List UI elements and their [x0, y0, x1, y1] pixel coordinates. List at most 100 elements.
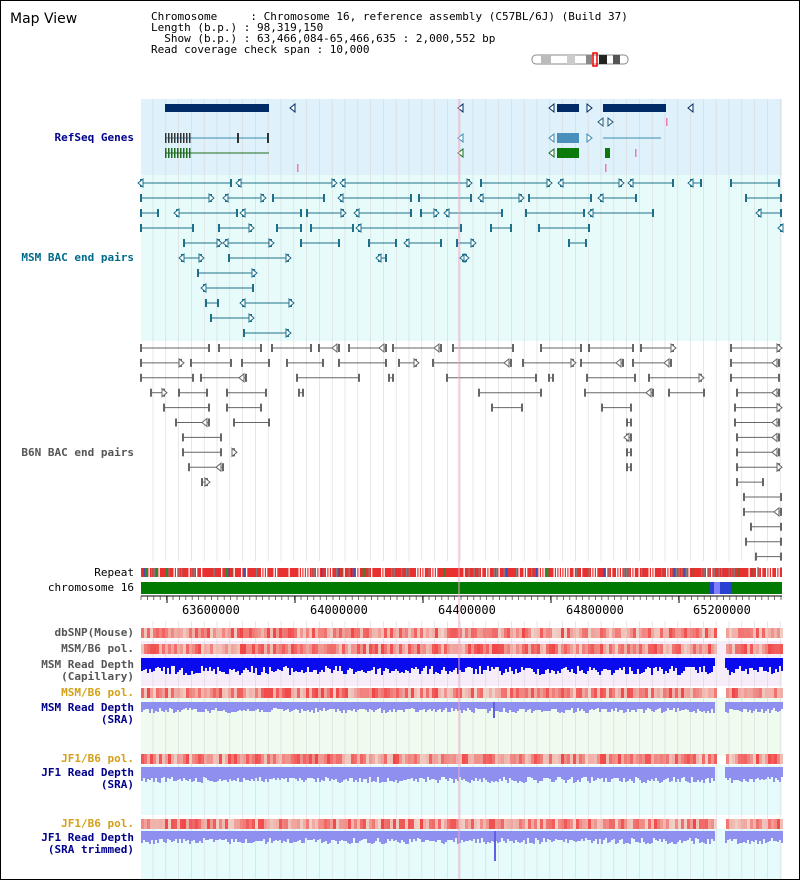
jf1-b6-pol-cell: [444, 754, 447, 764]
msm-cap-depth-bar: [601, 658, 603, 671]
msm-b6-pol-cell: [489, 688, 492, 698]
msm-b6-pol-cell: [279, 644, 282, 654]
msm-b6-pol-cell: [420, 644, 423, 654]
jf1-sra-depth-bar: [249, 767, 251, 781]
jf1-read-depth-sra-label[interactable]: JF1 Read Depth (SRA): [41, 766, 134, 791]
msm-bac-pair-end: [410, 194, 412, 202]
repeat-track[interactable]: [141, 568, 782, 577]
msm-cap-depth-bar: [445, 658, 447, 671]
jf1-b6-pol-label-1[interactable]: JF1/B6 pol.: [61, 752, 134, 765]
msm-b6-pol-cell: [747, 644, 750, 654]
b6n-bac-label[interactable]: B6N BAC end pairs: [21, 446, 134, 459]
jf1-b6-pol-cell: [684, 819, 687, 829]
msm-b6-pol-cell: [654, 688, 657, 698]
jf1-sra-depth-bar: [213, 767, 215, 782]
msm-sra-depth-bar: [767, 702, 769, 709]
msm-b6-pol-cell: [264, 688, 267, 698]
jf1-trim-depth-bar: [387, 831, 389, 839]
msm-sra-depth-bar: [337, 702, 339, 709]
msm-b6-pol-cell: [555, 644, 558, 654]
b6n-bac-arrow: [670, 342, 677, 354]
msm-cap-depth-bar: [547, 658, 549, 669]
jf1-trim-depth-bar: [347, 831, 349, 843]
repeat-element: [618, 568, 620, 577]
refseq-genes-track[interactable]: [165, 102, 694, 172]
msm-sra-depth-bar: [141, 702, 143, 712]
msm-b6-pol-label-2[interactable]: MSM/B6 pol.: [61, 686, 134, 699]
b6n-bac-track[interactable]: [140, 342, 783, 576]
jf1-trim-depth-bar: [431, 831, 433, 841]
jf1-trim-depth-bar: [763, 831, 765, 839]
jf1-b6-pol-cell: [729, 754, 732, 764]
jf1-trim-depth-bar: [345, 831, 347, 841]
msm-cap-depth-bar: [479, 658, 481, 666]
repeat-element: [443, 568, 445, 577]
msm-b6-pol-label-1[interactable]: MSM/B6 pol.: [61, 642, 134, 655]
msm-sra-depth-bar: [635, 702, 637, 712]
dbsnp-cell: [366, 628, 369, 638]
jf1-b6-pol-cell: [678, 819, 681, 829]
jf1-b6-pol-label-2[interactable]: JF1/B6 pol.: [61, 817, 134, 830]
msm-cap-depth-bar: [633, 658, 635, 674]
msm-b6-pol-cell: [573, 688, 576, 698]
dbsnp-cell: [237, 628, 240, 638]
msm-sra-depth-bar: [733, 702, 735, 710]
msm-sra-depth-bar: [757, 702, 759, 712]
msm-bac-track[interactable]: [137, 177, 784, 339]
msm-cap-depth-bar: [311, 658, 313, 672]
jf1-sra-depth-bar: [613, 767, 615, 778]
repeat-element: [628, 568, 630, 577]
jf1-trim-depth-bar: [301, 831, 303, 843]
msm-bac-label[interactable]: MSM BAC end pairs: [21, 251, 134, 264]
b6n-bac-arrow: [238, 372, 245, 383]
repeat-element: [158, 568, 160, 577]
jf1-b6-pol-cell: [684, 754, 687, 764]
dbsnp-cell: [714, 628, 717, 638]
repeat-element: [558, 568, 560, 577]
jf1-trim-depth-bar: [463, 831, 465, 842]
dbsnp-label[interactable]: dbSNP(Mouse): [54, 626, 134, 639]
jf1-b6-pol-cell: [612, 754, 615, 764]
jf1-b6-pol-cell: [216, 754, 219, 764]
msm-b6-pol-cell: [318, 644, 321, 654]
b6n-bac-arrow: [771, 447, 778, 458]
msm-bac-arrow: [355, 222, 362, 234]
jf1-read-depth-trim-label[interactable]: JF1 Read Depth (SRA trimmed): [41, 831, 134, 856]
msm-sra-depth-bar: [595, 702, 597, 709]
jf1-b6-pol-cell: [567, 819, 570, 829]
dbsnp-cell: [750, 628, 753, 638]
msm-b6-pol-cell: [525, 644, 528, 654]
msm-b6-pol-cell: [744, 644, 747, 654]
jf1-trim-depth-bar: [371, 831, 373, 844]
refseq-genes-label[interactable]: RefSeq Genes: [54, 131, 134, 144]
msm-b6-pol-cell: [390, 644, 393, 654]
jf1-b6-pol-cell: [327, 819, 330, 829]
msm-bac-pair-end: [456, 239, 458, 247]
msm-bac-pair-end: [778, 179, 780, 187]
msm-bac-arrow: [208, 192, 215, 204]
msm-read-depth-sra-label[interactable]: MSM Read Depth (SRA): [41, 701, 134, 726]
b6n-bac-arrow: [204, 477, 211, 488]
dbsnp-cell: [483, 628, 486, 638]
chromosome-ideogram[interactable]: [531, 52, 629, 67]
dbsnp-cell: [186, 628, 189, 638]
jf1-trim-depth-bar: [247, 831, 249, 843]
jf1-sra-depth-bar: [685, 767, 687, 781]
jf1-b6-pol-cell: [510, 754, 513, 764]
chromosome-bar[interactable]: [141, 582, 782, 594]
repeat-bg: [141, 568, 782, 577]
jf1-sra-depth-bar: [435, 767, 437, 780]
msm-cap-depth-bar: [635, 658, 637, 674]
repeat-element: [226, 568, 228, 577]
msm-read-depth-cap-label[interactable]: MSM Read Depth (Capillary): [41, 658, 134, 683]
depth-tracks[interactable]: [141, 628, 783, 861]
jf1-trim-depth-bar: [515, 831, 517, 840]
msm-sra-depth-bar: [363, 702, 365, 709]
msm-cap-depth-bar: [313, 658, 315, 670]
msm-sra-depth-bar: [365, 702, 367, 710]
msm-b6-pol-cell: [222, 688, 225, 698]
jf1-sra-depth-bar: [687, 767, 689, 782]
msm-cap-depth-bar: [355, 658, 357, 672]
msm-cap-depth-bar: [507, 658, 509, 672]
